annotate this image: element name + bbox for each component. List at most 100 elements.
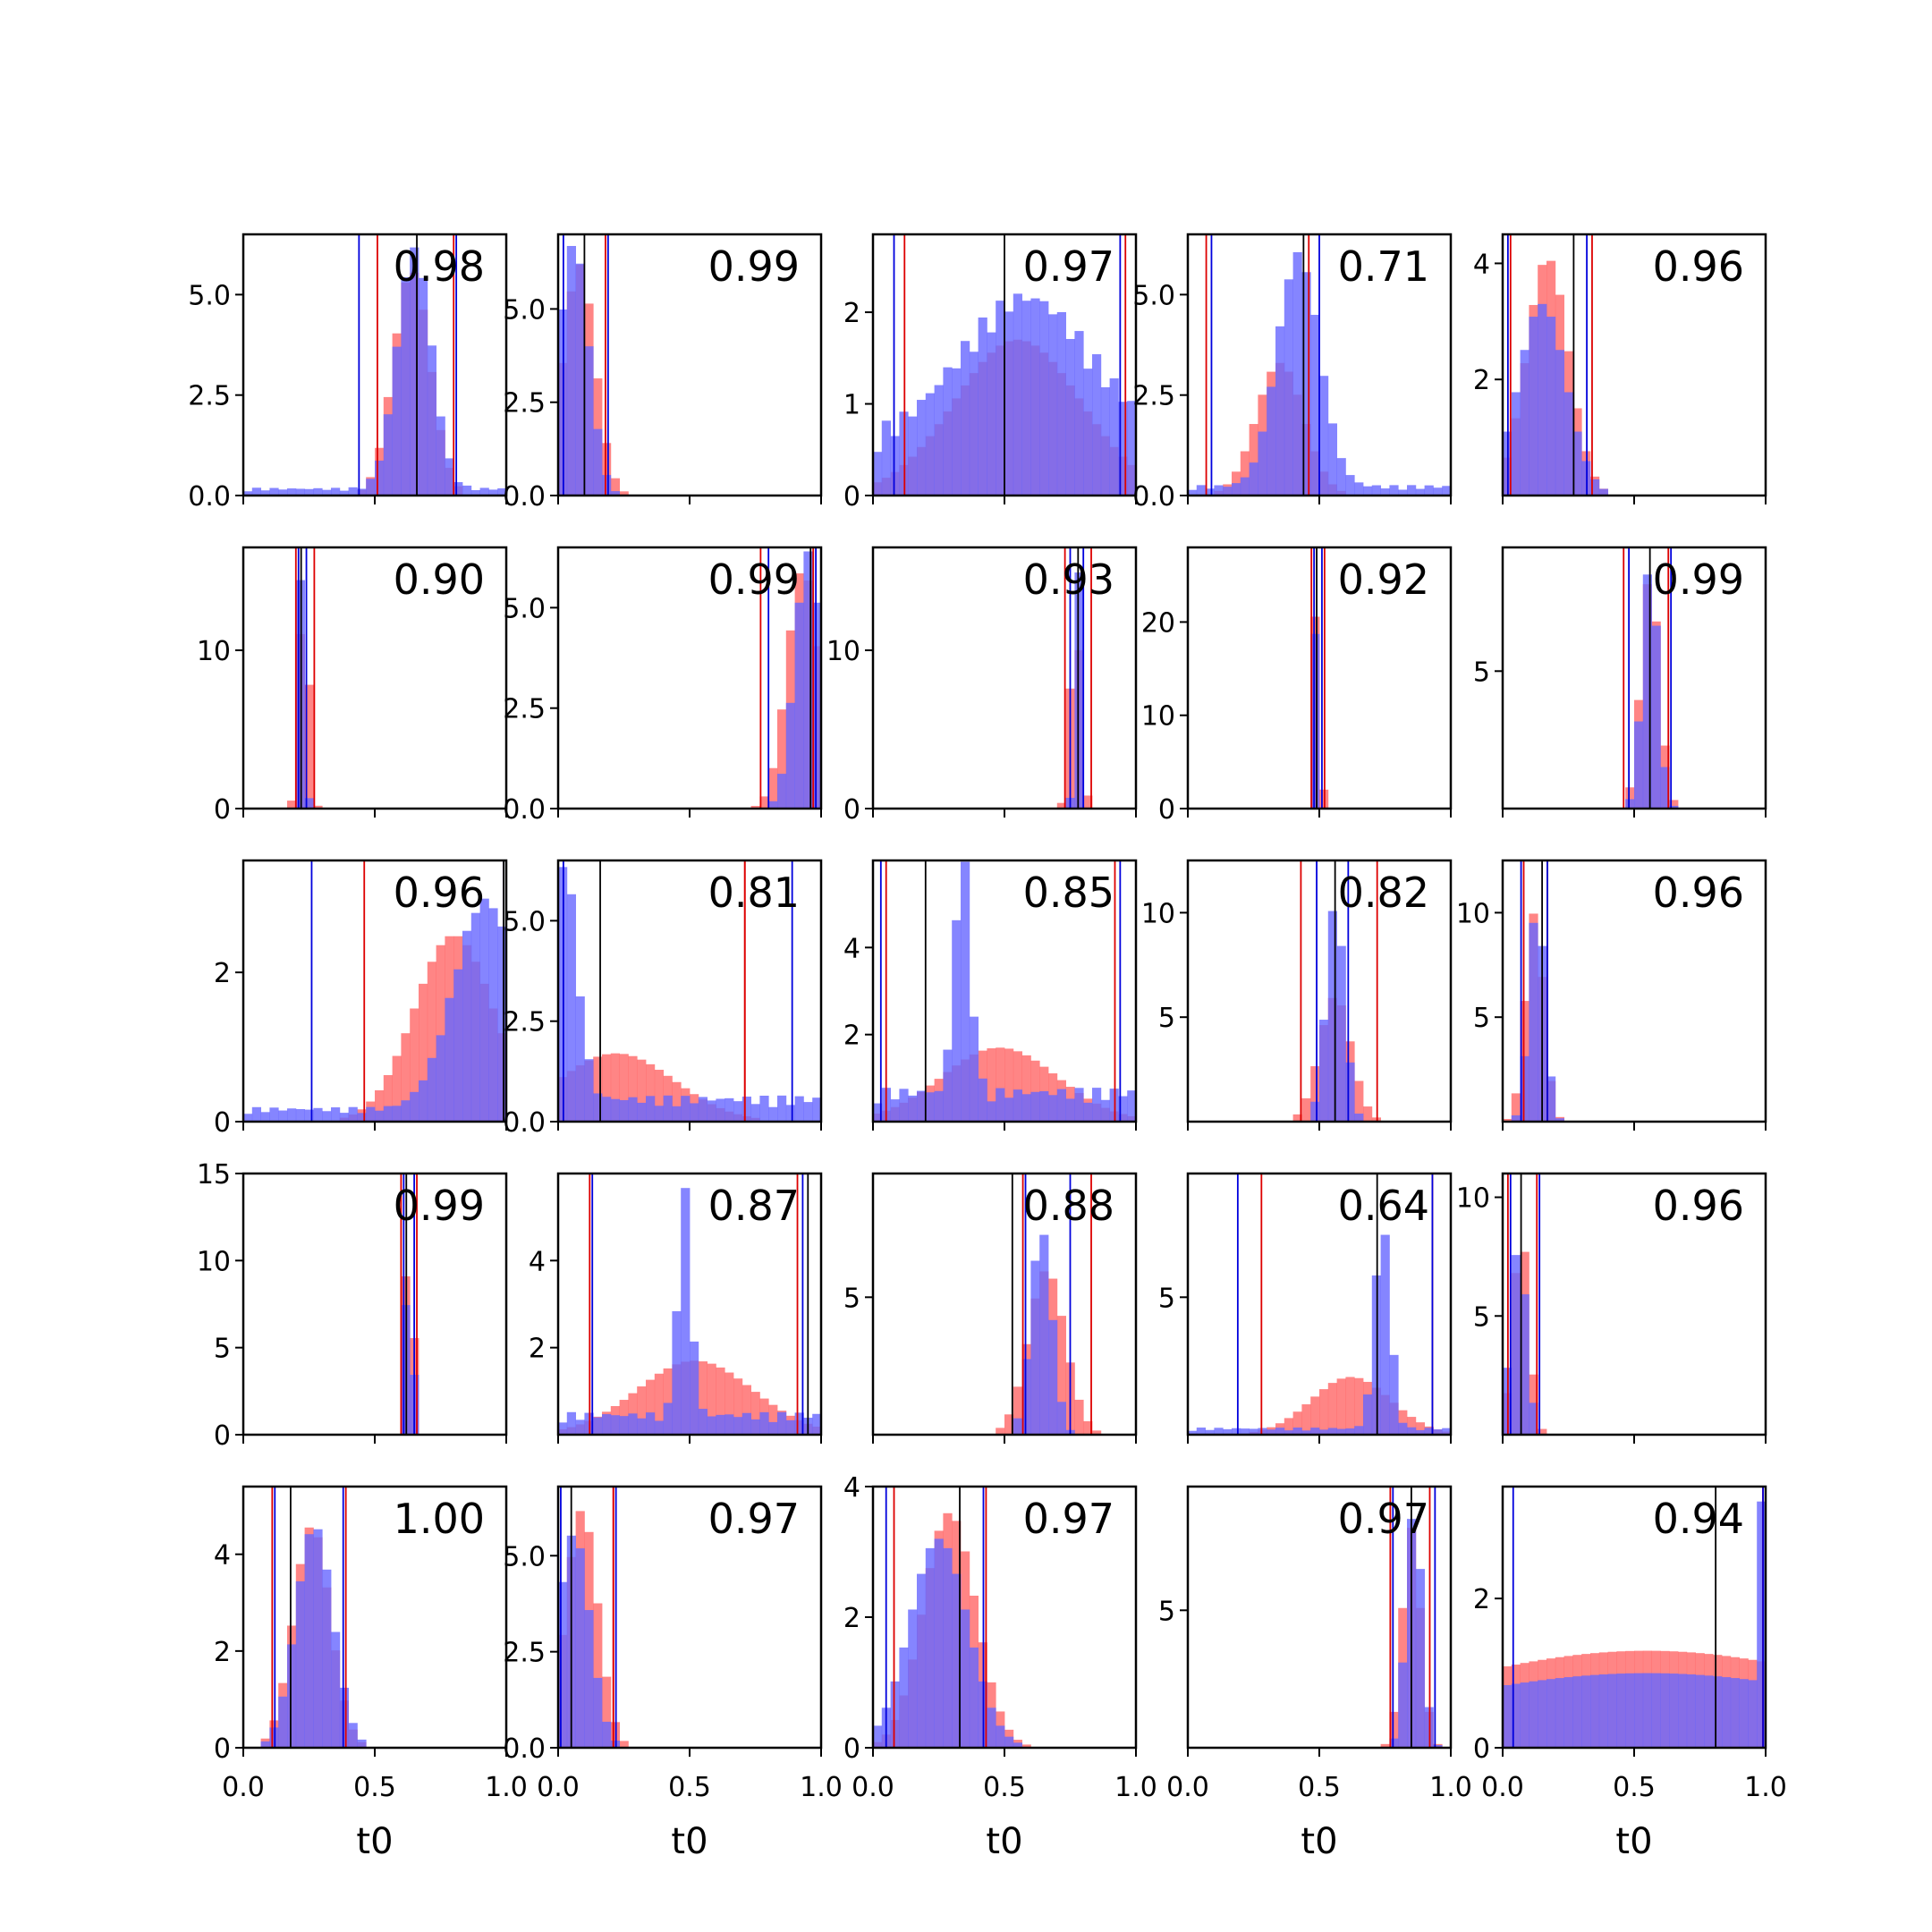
blue-bar xyxy=(575,996,585,1122)
blue-bar xyxy=(392,346,402,496)
panel-2-4: 0 10 20 0.92 xyxy=(1141,546,1453,826)
blue-bar xyxy=(741,1412,751,1435)
blue-bar xyxy=(313,487,323,496)
blue-bar xyxy=(1371,485,1381,496)
y-tick-label: 10 xyxy=(197,636,231,667)
panel-2-5: 50.99 xyxy=(1473,546,1767,818)
blue-bar xyxy=(558,1581,568,1748)
blue-bar xyxy=(453,969,463,1122)
panel-5-2: 0.0 2.5 5.0 0.0 0.5 1.0 t0 0.97 xyxy=(503,1485,843,1862)
blue-bar xyxy=(1538,303,1547,496)
red-bar xyxy=(750,806,760,809)
blue-bar xyxy=(925,1547,935,1748)
red-bar xyxy=(768,767,778,809)
blue-bar xyxy=(1739,1679,1749,1748)
x-tick-label: 0.0 xyxy=(852,1772,894,1803)
blue-bar xyxy=(470,489,480,496)
blue-bar xyxy=(401,1100,411,1122)
blue-bar xyxy=(1249,462,1258,496)
red-bar xyxy=(1056,1316,1066,1435)
blue-bar xyxy=(777,774,787,809)
y-tick-label: 2 xyxy=(843,1603,860,1634)
x-tick-label: 1.0 xyxy=(1114,1772,1157,1803)
y-tick-label: 4 xyxy=(843,933,860,964)
blue-bar xyxy=(1730,1678,1740,1748)
panel-score: 0.85 xyxy=(1023,869,1114,917)
panel-3-3: 240.85 xyxy=(843,859,1138,1131)
red-bar xyxy=(410,1008,419,1122)
blue-bar xyxy=(812,602,822,809)
blue-bar xyxy=(908,416,918,496)
blue-bar xyxy=(1267,386,1276,496)
panel-score: 0.98 xyxy=(394,242,485,291)
blue-bar xyxy=(794,602,804,809)
blue-bar xyxy=(1634,1673,1644,1748)
blue-bar xyxy=(741,1097,751,1122)
y-tick-label: 2 xyxy=(529,1334,546,1365)
blue-bar xyxy=(1223,487,1233,496)
y-tick-label: 10 xyxy=(1141,898,1175,929)
panel-1-3: 0 1 2 0.97 xyxy=(843,233,1138,513)
blue-histogram xyxy=(243,898,507,1122)
blue-bar xyxy=(575,1419,585,1435)
blue-bar xyxy=(1442,1428,1452,1435)
blue-bar xyxy=(794,1096,804,1122)
blue-bar xyxy=(1074,1088,1084,1122)
y-tick-label: 2.5 xyxy=(188,381,231,412)
blue-bar xyxy=(1083,1102,1093,1122)
blue-bar xyxy=(383,1106,393,1122)
panel-5-4: 5 0.0 0.5 1.0 t0 0.97 xyxy=(1158,1485,1472,1862)
blue-bar xyxy=(1319,1429,1329,1435)
blue-bar xyxy=(366,479,376,496)
blue-bar xyxy=(1292,1428,1302,1435)
blue-bar xyxy=(1581,1675,1591,1748)
blue-bar xyxy=(646,1096,656,1122)
red-bar xyxy=(619,1054,629,1122)
blue-bar xyxy=(1529,1402,1538,1435)
blue-bar xyxy=(1695,1674,1705,1748)
red-bar xyxy=(637,1059,647,1122)
y-tick-label: 10 xyxy=(1456,898,1490,929)
red-bar xyxy=(672,1081,682,1122)
blue-bar xyxy=(470,912,480,1122)
blue-bar xyxy=(1310,633,1320,809)
panel-score: 0.99 xyxy=(708,555,800,604)
blue-bar xyxy=(1433,1745,1443,1748)
red-bar xyxy=(1083,795,1093,809)
y-tick-label: 10 xyxy=(1456,1183,1490,1215)
blue-bar xyxy=(1083,369,1093,496)
blue-bar xyxy=(1669,1674,1679,1748)
blue-bar xyxy=(1407,1427,1417,1435)
blue-bar xyxy=(690,1341,699,1435)
blue-bar xyxy=(908,1609,918,1748)
blue-bar xyxy=(558,1422,568,1435)
red-bar xyxy=(383,1074,393,1122)
y-tick-label: 4 xyxy=(843,1472,860,1504)
blue-bar xyxy=(260,1112,270,1122)
red-bar xyxy=(646,1379,656,1435)
blue-bar xyxy=(1319,376,1329,496)
blue-bar xyxy=(453,482,463,496)
blue-bar xyxy=(934,1538,944,1748)
panel-3-4: 5 10 0.82 xyxy=(1141,859,1453,1131)
blue-bar xyxy=(427,1057,436,1122)
red-bar xyxy=(1407,1417,1417,1435)
panel-1-2: 0.0 2.5 5.0 0.99 xyxy=(503,233,823,513)
red-bar xyxy=(663,1368,673,1435)
panel-1-1: 0.0 2.5 5.0 0.98 xyxy=(188,233,508,513)
y-tick-label: 10 xyxy=(1141,701,1175,733)
blue-bar xyxy=(987,1101,996,1122)
y-tick-label: 2.5 xyxy=(503,694,546,725)
blue-bar xyxy=(322,1111,332,1122)
blue-bar xyxy=(243,491,253,496)
blue-bar xyxy=(1363,1394,1373,1435)
blue-bar xyxy=(1398,1662,1408,1748)
red-bar xyxy=(707,1363,716,1435)
blue-bar xyxy=(427,345,436,496)
blue-bar xyxy=(1546,1679,1556,1748)
blue-bar xyxy=(1310,315,1320,496)
panel-score: 0.96 xyxy=(394,869,485,917)
blue-bar xyxy=(969,352,979,496)
blue-bar xyxy=(602,1721,612,1748)
red-bar xyxy=(750,1392,760,1435)
